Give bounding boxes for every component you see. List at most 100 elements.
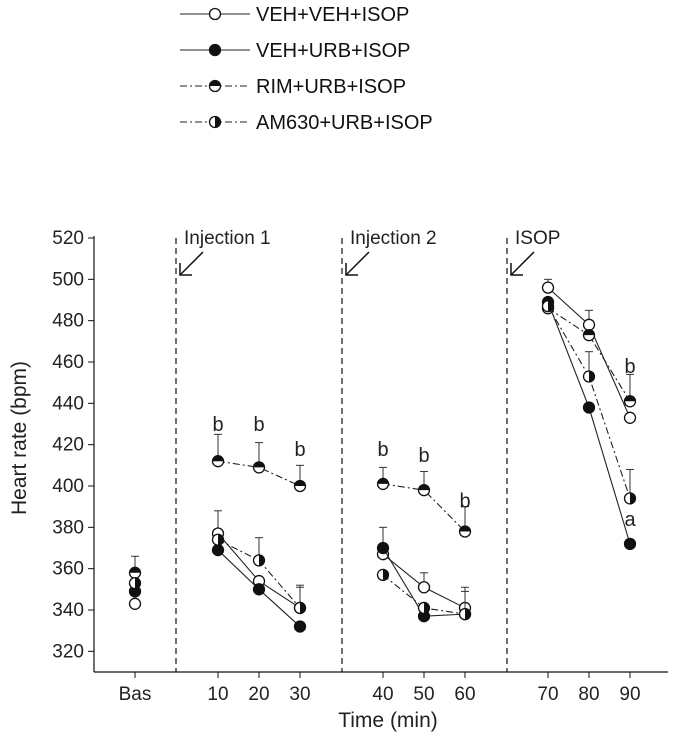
marker-fill <box>589 370 595 382</box>
marker-fill <box>294 480 306 486</box>
data-point <box>293 601 307 615</box>
event-arrowhead <box>510 263 523 276</box>
data-point <box>458 525 472 538</box>
marker-fill <box>215 116 221 128</box>
y-tick-label: 320 <box>52 641 84 662</box>
event-arrow <box>179 251 204 276</box>
significance-label: a <box>624 509 636 531</box>
x-axis-title: Time (min) <box>338 709 438 732</box>
x-tick-label: 40 <box>372 684 393 705</box>
y-tick-label: 500 <box>52 269 84 290</box>
marker-fill <box>377 478 389 484</box>
y-tick-label: 480 <box>52 311 84 332</box>
data-point <box>417 483 431 497</box>
x-tick-label: Bas <box>119 684 152 705</box>
data-point <box>417 581 431 594</box>
marker-fill <box>459 525 471 532</box>
marker-fill <box>135 577 141 589</box>
marker-circle <box>293 620 307 633</box>
data-point <box>582 328 596 342</box>
marker-fill <box>259 554 265 566</box>
x-tick-label: 50 <box>413 684 434 705</box>
marker-circle <box>541 281 555 294</box>
y-tick-label: 460 <box>52 352 84 373</box>
series-line <box>382 574 466 615</box>
x-tick-label: 80 <box>578 684 599 705</box>
legend-item: VEH+URB+ISOP <box>180 40 411 62</box>
data-point <box>623 395 637 408</box>
data-point <box>211 533 225 546</box>
data-point <box>128 576 142 590</box>
event-label: Injection 1 <box>184 228 271 249</box>
data-point <box>582 401 596 414</box>
legend-marker <box>208 79 222 93</box>
marker-circle <box>128 597 142 610</box>
axes: 320 340 360 380 400 420 440 460 480 500 520 Bas 10 20… <box>52 228 668 705</box>
event-label: ISOP <box>515 228 560 249</box>
data-point <box>252 461 266 474</box>
data-point <box>376 541 390 555</box>
significance-label: b <box>418 445 429 467</box>
marker-circle <box>208 7 222 21</box>
marker-fill <box>630 492 636 504</box>
event-arrow <box>510 251 535 276</box>
y-tick-label: 400 <box>52 476 84 497</box>
marker-fill <box>383 569 389 581</box>
legend-label: VEH+VEH+ISOP <box>256 4 409 26</box>
data-point <box>293 620 307 633</box>
x-tick-label: 90 <box>619 684 640 705</box>
x-tick-label: 30 <box>289 684 310 705</box>
marker-fill <box>624 395 636 402</box>
x-tick-label: 60 <box>454 684 475 705</box>
event-arrowhead <box>179 263 192 276</box>
marker-circle <box>211 543 225 557</box>
y-axis-title: Heart rate (bpm) <box>8 361 31 515</box>
event-arrow <box>345 251 370 276</box>
series-3 <box>128 300 637 621</box>
y-tick-label: 440 <box>52 393 84 414</box>
marker-fill <box>253 461 265 468</box>
data-point <box>252 554 266 567</box>
data-point <box>128 566 142 579</box>
significance-label: b <box>459 490 470 512</box>
data-point <box>293 479 307 493</box>
x-tick-label: 10 <box>207 684 228 705</box>
data-point <box>623 492 637 505</box>
marker-circle <box>252 583 266 596</box>
data-point <box>541 300 555 313</box>
significance-label: b <box>624 356 635 378</box>
data-point <box>376 477 390 491</box>
y-tick-label: 520 <box>52 228 84 249</box>
series-1 <box>128 295 637 633</box>
x-tick-label: 70 <box>537 684 558 705</box>
data-point <box>211 543 225 557</box>
marker-fill <box>209 80 221 86</box>
data-point <box>211 455 225 468</box>
marker-fill <box>218 534 224 546</box>
data-point <box>458 607 472 621</box>
event-label: Injection 2 <box>350 228 437 249</box>
data-point <box>252 583 266 596</box>
marker-fill <box>129 567 141 573</box>
significance-label: b <box>212 414 223 436</box>
data-point <box>582 370 596 383</box>
data-point <box>417 601 431 615</box>
significance-label: b <box>294 439 305 461</box>
data-point <box>541 281 555 294</box>
legend-label: VEH+URB+ISOP <box>256 40 411 62</box>
legend-marker <box>208 7 222 21</box>
marker-circle <box>208 43 222 57</box>
marker-circle <box>623 537 637 551</box>
marker-fill <box>583 329 595 336</box>
legend-marker <box>208 43 222 57</box>
marker-fill <box>465 608 471 620</box>
marker-fill <box>418 484 430 491</box>
data-point <box>376 568 390 582</box>
marker-fill <box>548 300 554 312</box>
legend-label: AM630+URB+ISOP <box>256 112 433 134</box>
data-point <box>128 597 142 610</box>
marker-circle <box>623 411 637 424</box>
event-markers: Injection 1 Injection 2 ISOP <box>175 228 560 672</box>
x-tick-label: 20 <box>248 684 269 705</box>
